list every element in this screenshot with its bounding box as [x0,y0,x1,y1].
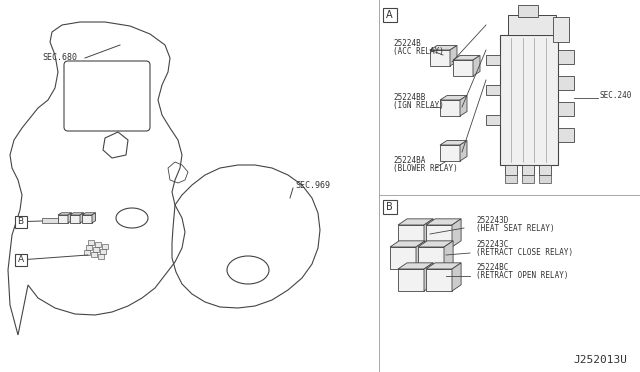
Polygon shape [460,141,467,161]
Bar [539,175,551,183]
Polygon shape [426,219,461,225]
Polygon shape [452,263,461,291]
Text: A: A [17,255,24,264]
Bar [42,218,58,223]
Polygon shape [440,96,467,100]
Polygon shape [460,96,467,116]
FancyBboxPatch shape [15,253,26,266]
Polygon shape [473,55,480,76]
Bar [558,102,574,116]
Polygon shape [390,241,425,247]
Polygon shape [80,213,83,223]
Polygon shape [398,269,424,291]
Polygon shape [444,241,453,269]
Text: A: A [386,10,393,19]
Bar [486,115,500,125]
Polygon shape [398,263,433,269]
Polygon shape [418,241,453,247]
Text: SEC.240: SEC.240 [600,92,632,100]
Polygon shape [58,213,72,215]
Bar [522,175,534,183]
Bar [91,252,97,257]
Text: (RETRACT OPEN RELAY): (RETRACT OPEN RELAY) [476,271,568,280]
Bar [508,15,556,35]
Bar [558,76,574,90]
Bar [539,165,551,175]
Polygon shape [68,213,72,223]
Bar [522,165,534,175]
Bar [518,5,538,17]
Polygon shape [440,145,460,161]
Bar [100,249,106,254]
Bar [486,85,500,95]
Polygon shape [70,215,80,223]
Polygon shape [398,225,424,247]
Polygon shape [390,247,416,269]
Text: 25224BC: 25224BC [476,263,508,272]
Polygon shape [92,213,95,223]
Polygon shape [418,247,444,269]
Polygon shape [450,45,457,66]
Text: (IGN RELAY): (IGN RELAY) [393,101,444,110]
Bar [558,50,574,64]
Bar [553,17,569,42]
Polygon shape [398,219,433,225]
FancyBboxPatch shape [383,7,397,22]
Bar [500,35,558,165]
Bar [102,244,108,249]
Polygon shape [452,219,461,247]
Polygon shape [453,60,473,76]
Text: 252243C: 252243C [476,240,508,249]
Polygon shape [426,263,461,269]
Text: SEC.969: SEC.969 [295,180,330,189]
Bar [558,128,574,142]
Bar [93,247,99,252]
Polygon shape [430,45,457,50]
Bar [98,254,104,259]
Polygon shape [424,219,433,247]
Text: (RETRACT CLOSE RELAY): (RETRACT CLOSE RELAY) [476,248,573,257]
FancyBboxPatch shape [15,215,26,228]
Polygon shape [430,50,450,66]
Polygon shape [453,55,480,60]
Polygon shape [70,213,83,215]
Polygon shape [426,225,452,247]
Text: 25224BB: 25224BB [393,93,426,102]
Bar [86,245,92,250]
Text: (BLOWER RELAY): (BLOWER RELAY) [393,164,458,173]
Bar [84,250,90,255]
Text: (ACC RELAY): (ACC RELAY) [393,47,444,56]
Bar [486,55,500,65]
Text: J252013U: J252013U [573,355,627,365]
Polygon shape [424,263,433,291]
Polygon shape [82,215,92,223]
Polygon shape [440,100,460,116]
FancyBboxPatch shape [383,199,397,214]
Bar [505,175,517,183]
Text: B: B [17,217,24,226]
Text: B: B [386,202,393,212]
Text: (HEAT SEAT RELAY): (HEAT SEAT RELAY) [476,224,555,233]
Text: SEC.680: SEC.680 [42,54,77,62]
Polygon shape [440,141,467,145]
Text: 25224BA: 25224BA [393,156,426,165]
Text: 252243D: 252243D [476,216,508,225]
Polygon shape [426,269,452,291]
Polygon shape [416,241,425,269]
Polygon shape [58,215,68,223]
Text: 25224B: 25224B [393,39,420,48]
Bar [505,165,517,175]
Polygon shape [82,213,95,215]
Bar [95,242,101,247]
Bar [88,240,94,245]
